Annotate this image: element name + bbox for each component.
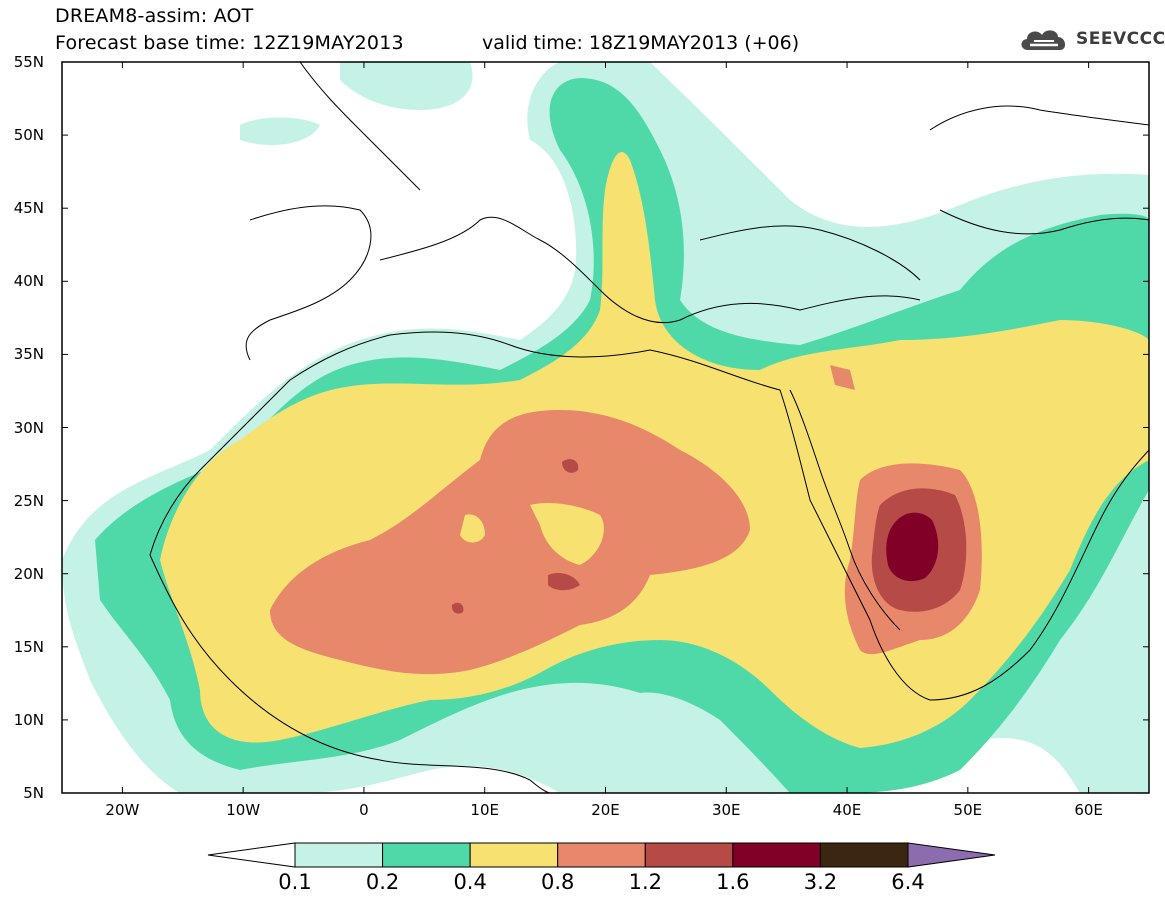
aot-level-1.2-sahara [548,573,580,591]
forecast-base-time: Forecast base time: 12Z19MAY2013 [55,32,404,54]
aot-contours [62,62,1149,793]
lon-label: 60E [1074,801,1103,819]
valid-time: valid time: 18Z19MAY2013 (+06) [482,32,800,54]
cloud-icon [1021,30,1066,50]
lat-label: 25N [13,491,44,510]
colorbar-segment [469,842,559,868]
map-ticks [62,61,1149,794]
lat-label: 35N [13,345,44,364]
aot-level-1.6 [886,512,939,582]
aot-interior-0.4 [530,503,604,565]
lat-label: 40N [13,272,44,291]
colorbar-label: 0.4 [453,870,487,894]
lat-label: 50N [13,126,44,145]
colorbar-segment [382,842,471,868]
logo-text: SEEVCCC [1076,29,1165,49]
lon-label: 0 [359,801,369,819]
colorbar-label: 0.1 [278,870,312,894]
colorbar-label: 0.8 [541,870,575,894]
colorbar-segment [644,842,734,868]
colorbar [207,842,996,868]
lon-label: 30E [711,801,741,819]
lat-label: 10N [13,710,44,729]
aot-interior-0.4b [460,514,485,543]
aot-level-0.8-east [830,365,855,390]
lat-label: 45N [13,199,44,218]
lat-label: 5N [23,784,44,802]
colorbar-segment [819,842,909,868]
chart-title: DREAM8-assim: AOT [55,5,254,27]
colorbar-under-triangle [207,842,296,868]
colorbar-over-triangle [907,842,996,868]
coastlines [149,62,1149,793]
lon-label: 20E [591,801,620,819]
colorbar-label: 6.4 [891,870,925,894]
colorbar-label: 0.2 [365,870,400,894]
colorbar-label: 1.2 [628,870,662,894]
colorbar-label: 1.6 [716,870,750,894]
aot-level-1.2-dot2 [451,602,464,614]
colorbar-segment [557,842,646,868]
aot-level-0.8 [270,410,750,675]
lat-label: 30N [13,418,44,437]
aot-level-0.1-nw [240,117,320,145]
colorbar-segment [294,842,384,868]
lon-label: 40E [832,801,862,819]
aot-level-1.2-dot1 [562,459,579,473]
aot-level-0.1-north [340,62,473,110]
lon-label: 10E [470,801,499,819]
lat-label: 15N [13,637,44,656]
lon-label: 10W [226,801,261,819]
colorbar-segment [732,842,821,868]
colorbar-label: 3.2 [803,870,838,894]
lat-label: 20N [13,564,44,583]
lon-label: 50E [953,801,983,819]
lat-label: 55N [13,53,44,71]
lon-label: 20W [105,801,140,819]
seevccc-logo: SEEVCCC [1018,22,1165,56]
